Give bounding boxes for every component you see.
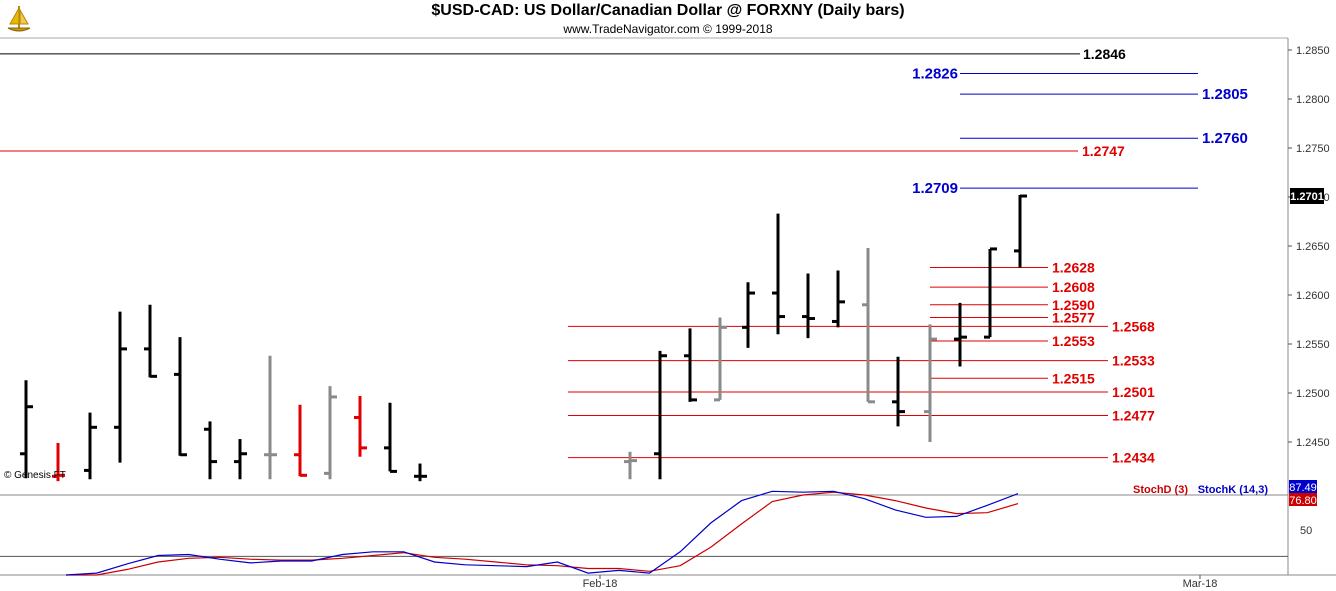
- stoch-d-box: [1289, 493, 1317, 506]
- ohlc-bar: [84, 412, 97, 480]
- ohlc-bar: [264, 355, 277, 480]
- ohlc-bar: [234, 439, 247, 480]
- ohlc-bar: [20, 380, 33, 479]
- chart-subtitle: www.TradeNavigator.com © 1999-2018: [563, 22, 773, 36]
- level-label: 1.2477: [1112, 408, 1155, 424]
- x-axis-label: Feb-18: [583, 578, 618, 590]
- level-label: 1.2628: [1052, 260, 1095, 276]
- stoch-k-legend: StochK (14,3): [1198, 484, 1269, 496]
- frame: [0, 37, 1336, 576]
- level-label: 1.2590: [1052, 297, 1095, 313]
- level-label: 1.2805: [1202, 86, 1248, 103]
- price-axis-tick-label: 1.2800: [1296, 94, 1330, 106]
- ohlc-bar: [294, 404, 307, 477]
- level-label: 1.2747: [1082, 143, 1125, 159]
- ohlc-bar: [384, 402, 397, 473]
- ohlc-bar: [174, 337, 187, 457]
- ohlc-bar: [742, 282, 755, 348]
- ohlc-bar: [414, 463, 427, 482]
- ohlc-bar: [52, 442, 65, 482]
- price-axis-tick-label: 1.2600: [1296, 290, 1330, 302]
- level-label: 1.2533: [1112, 353, 1155, 369]
- price-axis-tick-label: 1.2750: [1296, 143, 1330, 155]
- ohlc-bar: [772, 213, 785, 335]
- sailboat-logo-icon: [7, 6, 31, 32]
- stochastic-panel: [0, 490, 1288, 576]
- ohlc-bar: [892, 356, 905, 427]
- price-axis: 1.28501.28001.27501.27001.26501.26001.25…: [1288, 45, 1330, 449]
- current-price-box: [1290, 188, 1324, 204]
- ohlc-bar: [862, 247, 875, 404]
- chart-title: $USD-CAD: US Dollar/Canadian Dollar @ FO…: [431, 2, 905, 19]
- level-label: 1.2608: [1052, 279, 1095, 295]
- price-axis-tick-label: 1.2650: [1296, 241, 1330, 253]
- price-axis-tick-label: 1.2450: [1296, 437, 1330, 449]
- stoch-d-legend: StochD (3): [1133, 484, 1188, 496]
- price-axis-tick-label: 1.2500: [1296, 388, 1330, 400]
- stoch-k-line: [65, 490, 1019, 576]
- level-label: 1.2434: [1112, 450, 1155, 466]
- current-price-label: 1.2701: [1290, 191, 1324, 203]
- level-label: 1.2826: [912, 66, 958, 83]
- price-levels: 1.2846 1.2826 1.2805 1.2760 1.2747 1.2709 1.26…: [0, 46, 1248, 466]
- stoch-d-line: [66, 491, 1019, 576]
- ohlc-bar: [684, 328, 697, 402]
- ohlc-bar: [802, 273, 815, 339]
- level-label: 1.2501: [1112, 384, 1155, 400]
- price-axis-tick-label: 1.2550: [1296, 339, 1330, 351]
- ohlc-bar: [114, 311, 127, 463]
- ohlc-bar: [354, 395, 367, 457]
- level-label: 1.2846: [1083, 46, 1126, 62]
- ohlc-bar: [984, 247, 997, 339]
- stoch-axis-tick: 50: [1300, 525, 1312, 537]
- ohlc-bar: [954, 302, 967, 367]
- level-label: 1.2553: [1052, 333, 1095, 349]
- level-label: 1.2515: [1052, 370, 1095, 386]
- stoch-k-last: 87.49: [1289, 482, 1317, 494]
- x-axis: Feb-18 Mar-18: [583, 575, 1218, 590]
- level-label: 1.2760: [1202, 130, 1248, 147]
- ohlc-bar: [1014, 194, 1027, 268]
- level-label: 1.2709: [912, 180, 958, 197]
- x-axis-label: Mar-18: [1183, 578, 1218, 590]
- ohlc-bar: [714, 317, 727, 402]
- ohlc-bar: [204, 421, 217, 480]
- level-label: 1.2568: [1112, 318, 1155, 334]
- ohlc-bar: [324, 386, 337, 480]
- price-bars: [20, 194, 1027, 482]
- watermark: © Genesis FT: [4, 470, 66, 481]
- stoch-k-box: [1289, 480, 1317, 493]
- ohlc-bar: [624, 451, 637, 480]
- ohlc-bar: [832, 270, 845, 328]
- ohlc-bar: [654, 350, 667, 480]
- level-label: 1.2577: [1052, 310, 1095, 326]
- price-axis-tick-label: 1.2850: [1296, 45, 1330, 57]
- ohlc-bar: [924, 324, 937, 442]
- chart-header: $USD-CAD: US Dollar/Canadian Dollar @ FO…: [0, 0, 1336, 38]
- stoch-d-last: 76.80: [1289, 495, 1317, 507]
- ohlc-bar: [144, 304, 157, 378]
